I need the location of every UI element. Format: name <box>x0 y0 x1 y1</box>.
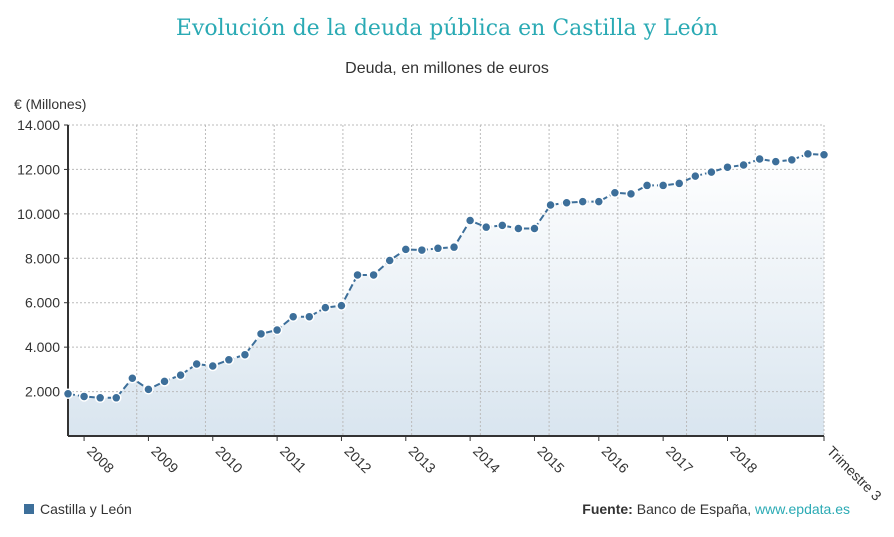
data-point <box>818 149 830 161</box>
data-point <box>400 244 412 255</box>
y-tick-label: 12.000 <box>17 161 60 177</box>
data-point <box>545 199 556 211</box>
data-point <box>191 358 202 370</box>
data-point <box>722 161 733 173</box>
source-credit: Fuente: Banco de España, www.epdata.es <box>582 501 850 517</box>
data-point <box>577 196 588 207</box>
data-point <box>127 372 138 384</box>
data-point <box>78 391 90 402</box>
data-point <box>738 159 749 171</box>
legend: Castilla y León <box>24 501 132 517</box>
data-point <box>673 178 685 189</box>
y-axis-label: € (Millones) <box>14 96 87 112</box>
data-point <box>384 255 395 266</box>
y-tick-label: 2.000 <box>25 384 60 400</box>
chart-title: Evolución de la deuda pública en Castill… <box>175 16 719 41</box>
x-tick-label: 2008 <box>84 443 117 476</box>
x-tick-label: 2011 <box>277 443 310 476</box>
data-point <box>497 220 508 231</box>
x-tick-label: 2013 <box>406 443 439 476</box>
legend-label: Castilla y León <box>40 501 132 517</box>
data-point <box>287 311 299 322</box>
data-point <box>255 328 267 340</box>
x-tick-label: 2009 <box>148 443 181 476</box>
data-point <box>336 300 347 311</box>
data-point <box>593 196 605 207</box>
chart-subtitle: Deuda, en millones de euros <box>345 60 549 77</box>
data-point <box>657 180 669 191</box>
x-tick-label: 2017 <box>663 443 696 476</box>
source-label: Fuente: <box>582 501 633 517</box>
data-point <box>207 360 219 372</box>
y-tick-label: 10.000 <box>17 206 60 222</box>
data-point <box>754 153 765 165</box>
y-tick-label: 6.000 <box>25 295 60 311</box>
data-point <box>770 156 781 167</box>
data-point <box>561 197 572 208</box>
area-fill <box>68 153 824 436</box>
y-tick-label: 8.000 <box>25 250 60 266</box>
data-point <box>223 354 235 366</box>
source-link[interactable]: www.epdata.es <box>755 501 850 517</box>
data-point <box>464 215 476 226</box>
y-tick-label: 14.000 <box>17 117 60 133</box>
data-point <box>94 392 106 404</box>
data-point <box>352 269 363 281</box>
legend-swatch <box>24 504 34 514</box>
data-point <box>239 349 251 360</box>
data-point <box>111 392 122 404</box>
data-point <box>529 223 540 234</box>
data-point <box>786 154 798 166</box>
data-point <box>416 244 428 256</box>
data-point <box>159 376 170 387</box>
data-point <box>513 223 524 234</box>
data-point <box>480 221 492 233</box>
data-point <box>802 148 814 160</box>
data-point <box>432 243 444 254</box>
x-tick-label: 2015 <box>534 443 567 476</box>
data-point <box>609 187 621 199</box>
source-text: Banco de España, <box>632 501 756 517</box>
y-tick-label: 4.000 <box>25 339 60 355</box>
data-point <box>448 241 460 253</box>
data-point <box>271 324 283 336</box>
data-point <box>175 369 186 381</box>
x-tick-label: 2012 <box>341 443 374 476</box>
data-point <box>62 388 74 400</box>
data-point <box>690 170 701 182</box>
x-tick-label: 2014 <box>470 443 503 476</box>
data-point <box>143 384 154 395</box>
data-point <box>706 166 717 178</box>
data-point <box>304 311 315 322</box>
x-tick-label: 2010 <box>213 443 246 476</box>
data-point <box>641 180 653 191</box>
x-tick-label: 2016 <box>599 443 632 476</box>
x-tick-label: Trimestre 3 <box>824 443 885 504</box>
data-point <box>368 269 379 281</box>
data-point <box>625 188 637 200</box>
x-tick-label: 2018 <box>727 443 760 476</box>
data-point <box>320 302 331 313</box>
